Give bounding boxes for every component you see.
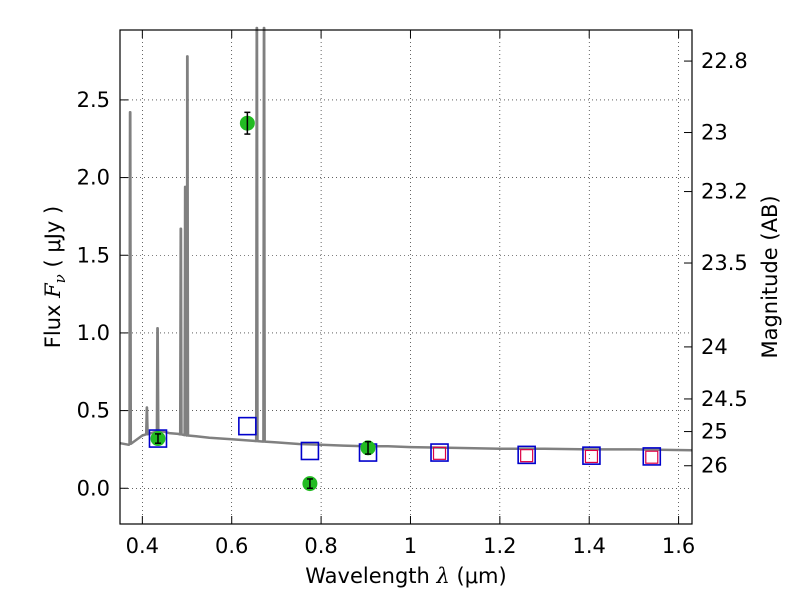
nir-model-point (645, 450, 659, 464)
model-point (642, 447, 662, 466)
mag-tick-label: 24.5 (701, 387, 748, 411)
mag-tick-label: 24 (701, 335, 728, 359)
grid-lines (120, 30, 692, 524)
model-point (148, 429, 168, 448)
spectrum (119, 26, 693, 452)
x-tick-label: 0.4 (126, 534, 159, 558)
mag-tick-label: 23.5 (701, 251, 748, 275)
y-tick-label: 1.5 (77, 243, 110, 267)
mag-tick-label: 25 (701, 420, 728, 444)
y-axis-title: Flux Fν ( μJy ) (41, 206, 69, 348)
nir-model-point (520, 449, 534, 463)
axis-ticks: 0.4 0.6 0.8 1 1.2 1.4 1.6 0.0 0.5 1.0 1.5 2.0 2.5 22.… (77, 30, 748, 558)
y2-axis-title: Magnitude (AB) (758, 195, 782, 358)
plot-frame (119, 29, 693, 525)
model-point (517, 445, 536, 465)
y-tick-label: 2.5 (77, 88, 110, 112)
mag-tick-label: 23.2 (701, 180, 748, 204)
nir-model-point (584, 449, 599, 464)
nir-model-point (432, 446, 447, 460)
model-point (238, 416, 257, 436)
mag-tick-label: 26 (701, 454, 728, 478)
model-point (582, 446, 601, 465)
x-tick-label: 1.2 (483, 534, 516, 558)
x-tick-label: 0.6 (215, 534, 248, 558)
y-axis-symbol: F (41, 282, 65, 299)
x-tick-label: 0.8 (304, 534, 337, 558)
model-point (430, 443, 449, 462)
photometry-points (148, 111, 662, 492)
y-tick-label: 2.0 (77, 166, 110, 190)
x-axis-title: Wavelength λ (μm) (305, 564, 506, 588)
spectrum-line (119, 26, 693, 452)
y-tick-label: 0.0 (77, 476, 110, 500)
model-point (300, 441, 320, 461)
y-tick-label: 1.0 (77, 321, 110, 345)
mag-tick-label: 23 (701, 121, 728, 145)
y-tick-label: 0.5 (77, 399, 110, 423)
x-tick-label: 1.6 (662, 534, 695, 558)
x-axis-symbol: λ (436, 564, 450, 588)
x-tick-label: 1 (404, 534, 417, 558)
x-tick-label: 1.4 (573, 534, 606, 558)
mag-tick-label: 22.8 (701, 49, 748, 73)
